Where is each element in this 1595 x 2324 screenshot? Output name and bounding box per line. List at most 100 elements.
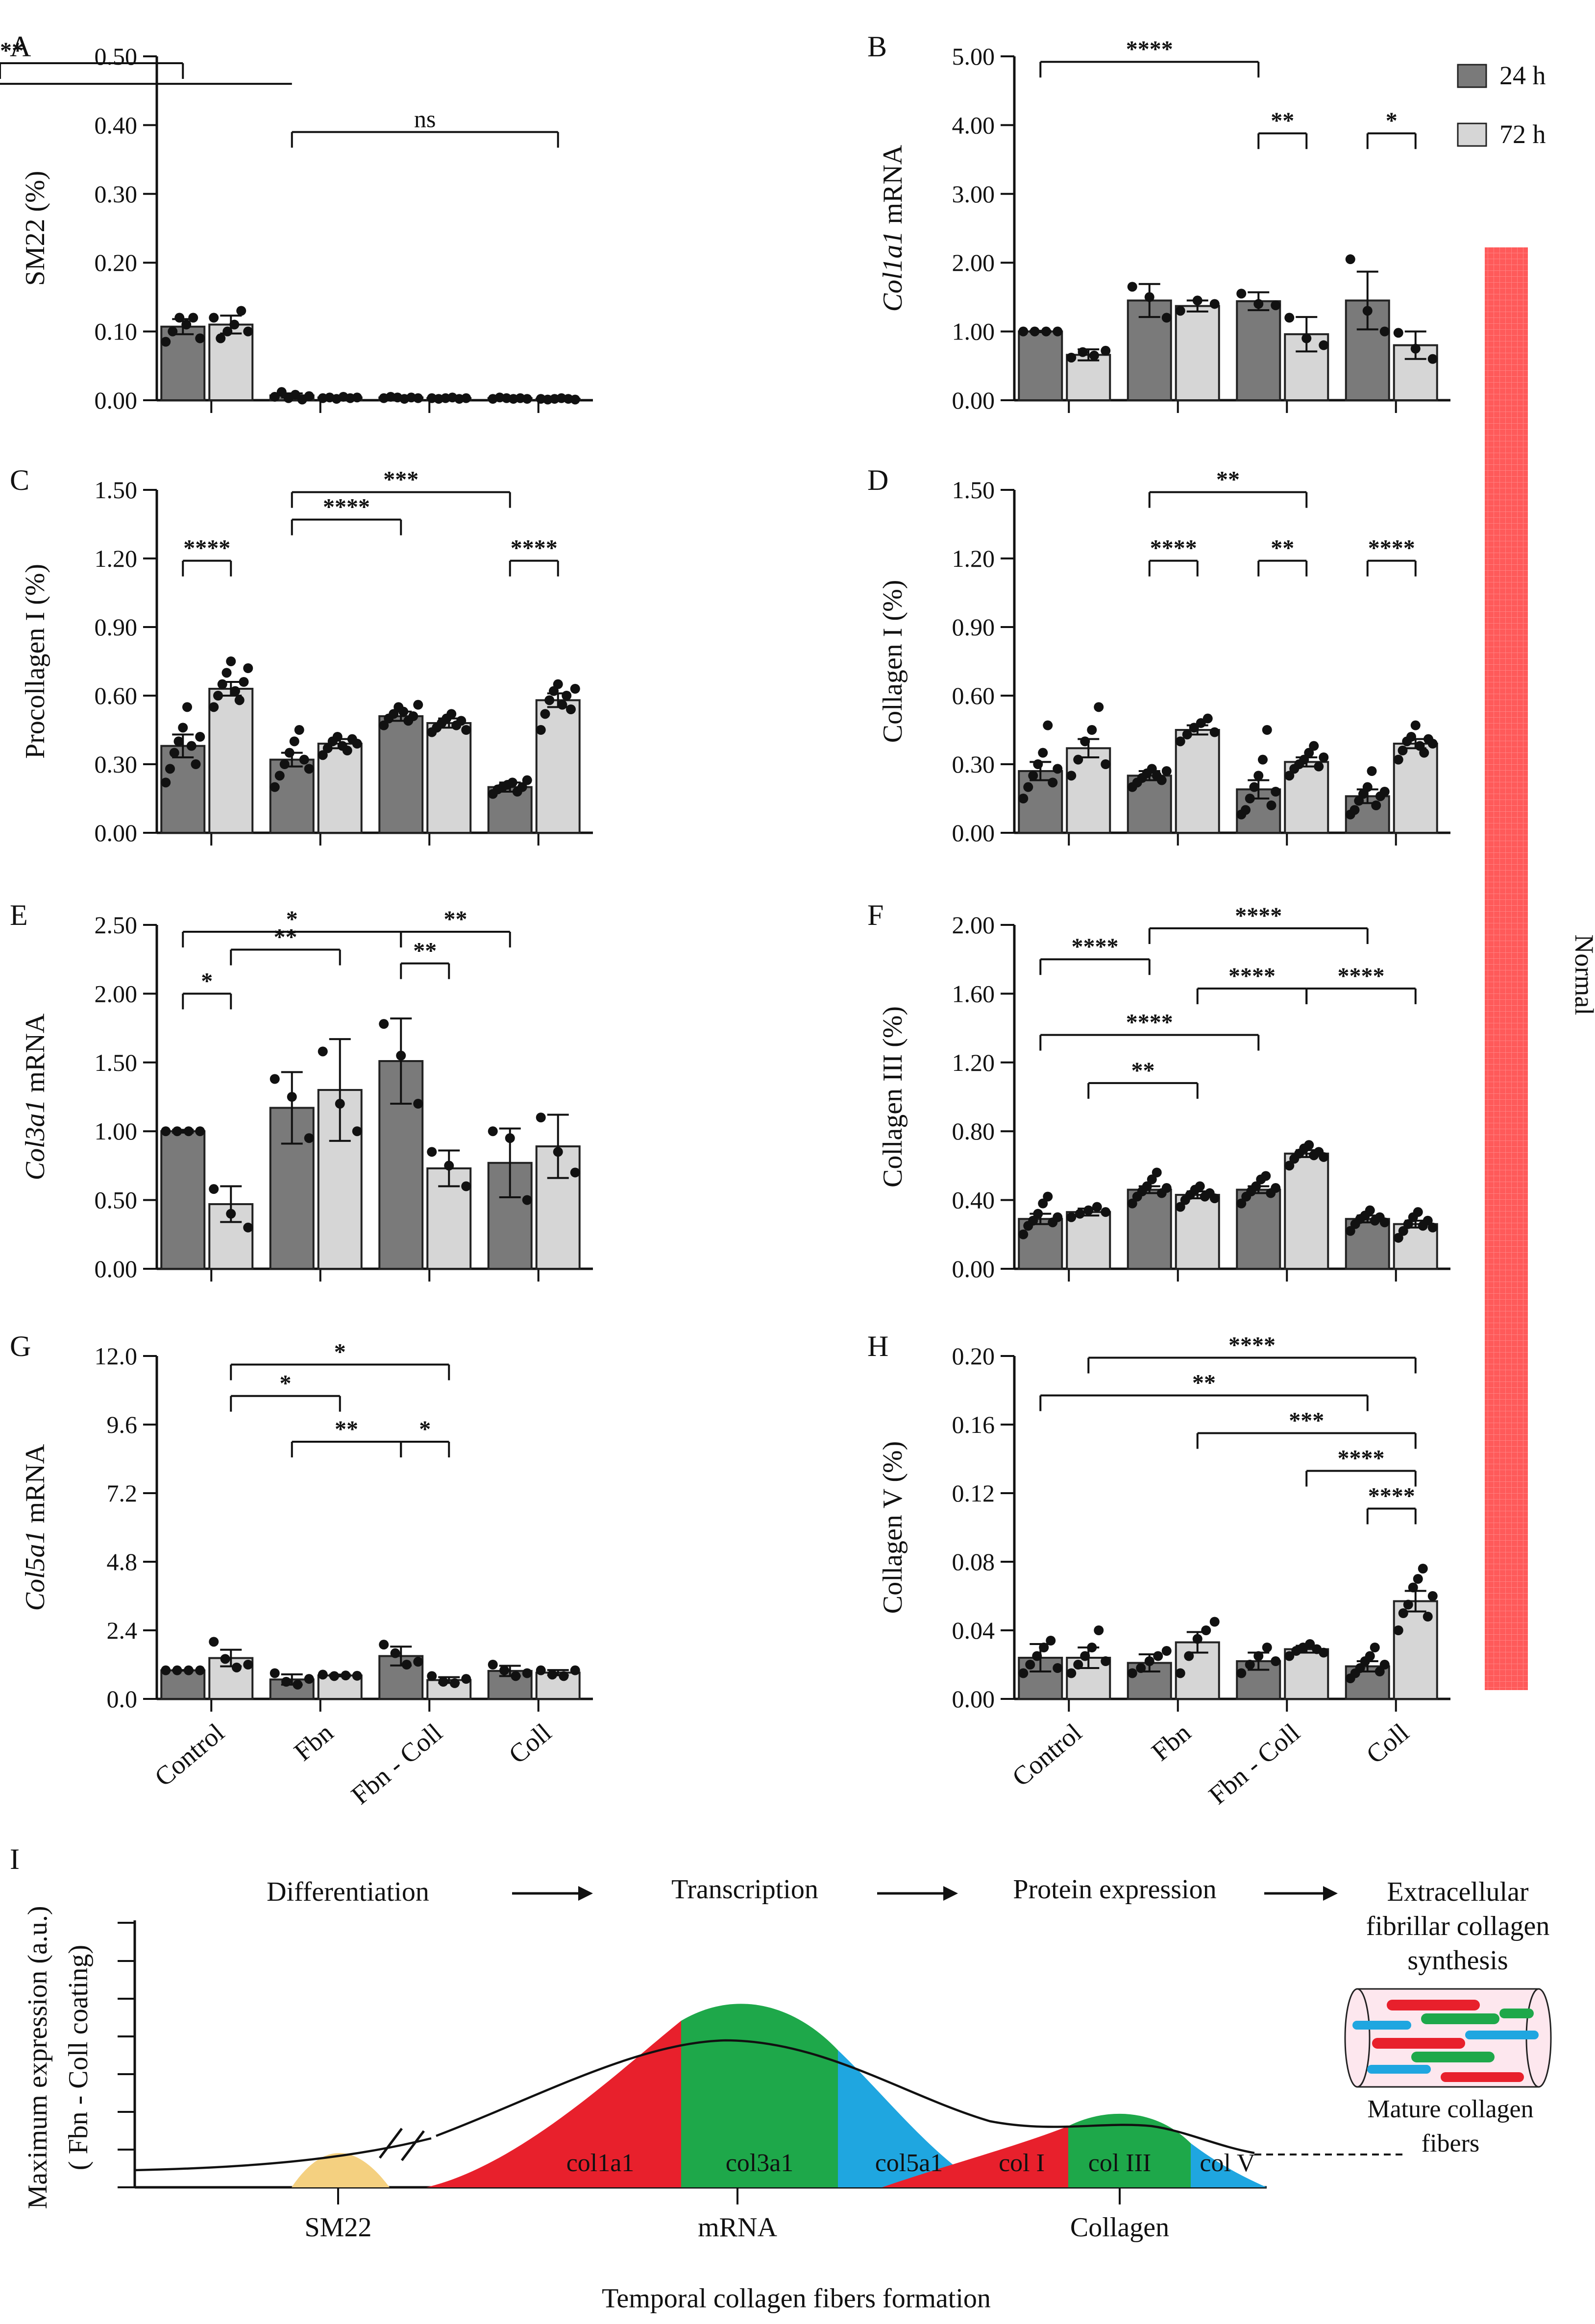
data-point (1094, 702, 1104, 712)
y-tick-label: 0.00 (952, 1255, 995, 1283)
data-point (390, 1648, 400, 1658)
data-point (209, 1637, 219, 1647)
data-point (379, 720, 389, 730)
bar-control-72h (208, 688, 254, 834)
data-point (1041, 326, 1051, 337)
data-point (1413, 1574, 1423, 1584)
category-label-control: Control (1006, 1718, 1087, 1792)
data-point (1053, 1212, 1063, 1222)
data-point (1053, 764, 1063, 774)
data-point (1161, 766, 1172, 776)
data-point (168, 326, 178, 337)
category-label-fbn: Fbn (1146, 1718, 1197, 1767)
normal-band-label: Normal (1570, 935, 1595, 1016)
data-point (1209, 299, 1220, 309)
data-point (1410, 720, 1421, 730)
data-point (329, 1671, 340, 1681)
data-point (1271, 1183, 1281, 1193)
data-point (318, 1046, 328, 1057)
stage-protein-expression: Protein expression (1013, 1874, 1216, 1905)
panel-letter-b: B (867, 30, 887, 63)
data-point (195, 1126, 205, 1137)
data-point (1305, 1639, 1315, 1649)
data-point (1379, 1660, 1390, 1670)
data-point (1192, 295, 1202, 306)
data-point (1053, 326, 1063, 337)
data-point (1066, 1668, 1077, 1678)
data-point (209, 702, 219, 712)
category-label-control: Control (149, 1718, 230, 1792)
data-point (335, 1099, 345, 1109)
sig-label: **** (323, 494, 370, 520)
data-point (165, 764, 175, 774)
data-point (1345, 254, 1355, 265)
region-label-col5a1: col5a1 (875, 2149, 943, 2177)
data-point (1152, 1167, 1162, 1178)
data-point (281, 1677, 292, 1687)
data-point (1032, 1651, 1042, 1661)
sig-label: **** (1072, 934, 1119, 960)
y-tick-label: 2.4 (107, 1617, 138, 1644)
data-point (161, 1126, 171, 1137)
data-point (1018, 1229, 1029, 1239)
stage-synthesis: synthesis (1407, 1945, 1508, 1976)
legend: 24 h 72 h (1457, 61, 1546, 149)
data-point (1413, 1207, 1423, 1217)
sig-label: **** (1228, 963, 1276, 989)
data-point (294, 725, 304, 735)
data-point (1202, 713, 1213, 724)
stage-extracellular: Extracellular (1387, 1877, 1529, 1907)
data-point (1350, 805, 1360, 815)
data-point (1319, 340, 1329, 350)
data-point (183, 1126, 194, 1137)
bar-control-24h (160, 1130, 206, 1270)
data-point (270, 1668, 280, 1678)
data-point (1182, 729, 1192, 740)
y-tick-label: 0.12 (952, 1479, 995, 1507)
data-point (1299, 754, 1309, 765)
data-point (522, 394, 532, 404)
panel-h: H Collagen V (%) 0.00 0.04 0.08 0.12 0.16 0.20 *… (867, 1330, 1450, 1810)
data-point (1195, 1181, 1205, 1191)
y-axis-label: Collagen I (%) (878, 580, 908, 743)
data-point (239, 677, 249, 687)
data-point (379, 1640, 389, 1650)
data-point (1038, 1198, 1048, 1209)
data-point (304, 1674, 314, 1684)
region-label-col-iii: col III (1088, 2149, 1151, 2177)
data-point (408, 711, 418, 721)
data-point (1271, 300, 1281, 311)
bar-fbn-24h (1127, 1188, 1172, 1270)
bar-control-72h (1066, 354, 1111, 401)
panel-letter-a: A (10, 30, 31, 63)
y-tick-label: 0.80 (952, 1117, 995, 1145)
data-point (1408, 1582, 1418, 1593)
data-point (1209, 727, 1220, 737)
bar-control-72h (208, 323, 254, 401)
data-point (1393, 328, 1403, 338)
data-point (1403, 1219, 1413, 1229)
data-point (1087, 725, 1097, 735)
sig-label: ** (1131, 1058, 1155, 1084)
data-point (1236, 1668, 1247, 1678)
category-label-fbn: Fbn (289, 1718, 339, 1767)
data-point (1030, 326, 1040, 337)
sig-label: * (280, 1371, 292, 1397)
y-tick-label: 0.08 (952, 1548, 995, 1575)
data-point (379, 1019, 389, 1029)
data-point (488, 1660, 498, 1670)
y-tick-label: 0.90 (952, 613, 995, 641)
bar-coll-72h (535, 699, 581, 834)
data-point (1319, 752, 1329, 762)
y-axis-label-italic: Col3a1 (20, 1099, 50, 1180)
data-point (1284, 1651, 1295, 1661)
data-point (1175, 736, 1185, 747)
data-point (1398, 1608, 1408, 1618)
y-tick-label: 0.00 (95, 387, 138, 414)
sig-label: * (286, 906, 298, 932)
data-point (1144, 1656, 1154, 1666)
data-point (161, 1665, 171, 1675)
data-point (1419, 748, 1429, 758)
data-point (230, 686, 240, 696)
